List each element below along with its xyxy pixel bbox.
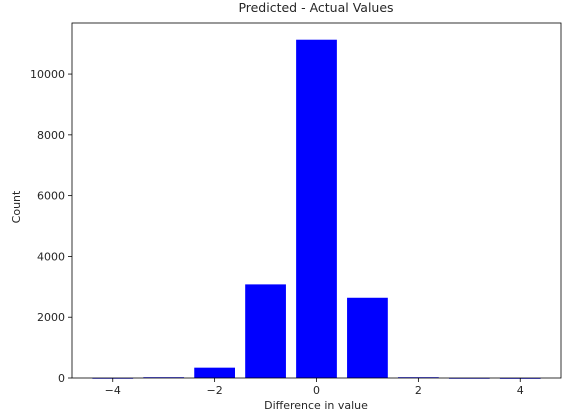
x-axis-label: Difference in value bbox=[264, 399, 368, 412]
x-tick-label: −4 bbox=[105, 384, 121, 397]
y-tick-label: 2000 bbox=[37, 311, 65, 324]
x-tick-label: 0 bbox=[313, 384, 320, 397]
x-axis-ticks: −4 −2 0 2 4 bbox=[105, 378, 524, 397]
y-tick-label: 0 bbox=[58, 372, 65, 385]
bar-neg1 bbox=[245, 284, 286, 378]
x-tick-label: −2 bbox=[207, 384, 223, 397]
bars-group bbox=[92, 39, 541, 379]
y-tick-label: 4000 bbox=[37, 250, 65, 263]
plot-frame bbox=[71, 22, 562, 379]
bar-1 bbox=[347, 297, 388, 378]
y-axis-ticks: 0 2000 4000 6000 8000 10000 bbox=[30, 68, 72, 385]
x-tick-label: 4 bbox=[517, 384, 524, 397]
x-tick-label: 2 bbox=[415, 384, 422, 397]
y-tick-label: 10000 bbox=[30, 68, 65, 81]
bar-neg2 bbox=[194, 367, 235, 378]
chart-title: Predicted - Actual Values bbox=[238, 0, 393, 15]
y-axis-label: Count bbox=[10, 190, 23, 223]
y-tick-label: 6000 bbox=[37, 190, 65, 203]
y-tick-label: 8000 bbox=[37, 129, 65, 142]
bar-0 bbox=[296, 39, 337, 378]
